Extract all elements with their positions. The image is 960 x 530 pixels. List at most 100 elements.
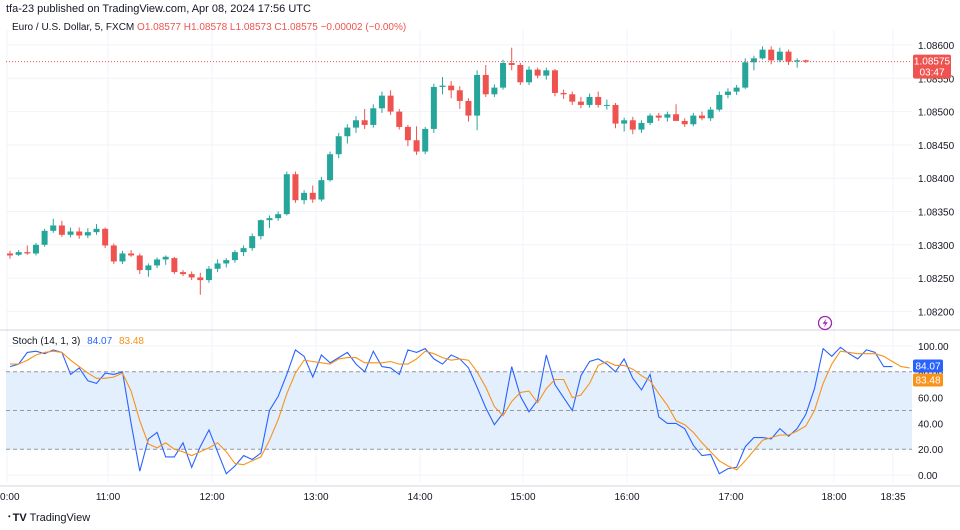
lightning-icon[interactable] [817, 315, 833, 331]
price-tick-label: 1.08550 [918, 74, 955, 85]
candle-body [275, 214, 282, 219]
price-tick-label: 1.08350 [918, 208, 955, 219]
price-tick-label: 1.08450 [918, 141, 955, 152]
candle-body [15, 252, 22, 255]
stoch-tick-label: 40.00 [918, 419, 943, 430]
candle-body [171, 258, 178, 273]
candle-body [162, 256, 169, 260]
stoch-d-tag [913, 373, 943, 387]
candle-body [707, 109, 714, 119]
candle-body [595, 96, 602, 105]
lightning-icon-bolt [822, 318, 828, 328]
candle-body [655, 115, 662, 118]
time-tick-label: 17:00 [718, 492, 743, 503]
price-tick-label: 1.08600 [918, 41, 955, 52]
candle-body [586, 96, 593, 105]
time-tick-label: 14:00 [407, 492, 432, 503]
countdown-value: 03:47 [919, 68, 944, 79]
stoch-legend: Stoch (14, 1, 3) 84.07 83.48 [12, 336, 144, 347]
close-value: C1.08575 [274, 22, 318, 33]
candle-body [353, 120, 359, 128]
candle-body [724, 91, 731, 95]
candle-body [638, 122, 645, 130]
candle-body [24, 252, 31, 254]
candle-body [534, 69, 541, 76]
time-tick-label: 10:00 [0, 492, 20, 503]
candle-body [543, 70, 550, 76]
candle-body [188, 274, 195, 278]
candle-body [266, 218, 273, 221]
candle-body [145, 265, 152, 271]
stoch-tick-label: 100.00 [918, 342, 949, 353]
stoch-d-line [10, 350, 910, 471]
price-tick-label: 1.08500 [918, 108, 955, 119]
candle-body [491, 87, 498, 95]
stoch-d-tag-value: 83.48 [915, 376, 940, 387]
tradingview-logo-icon: ᛫TV [6, 512, 27, 524]
candle-body [448, 85, 455, 91]
candle-body [136, 255, 143, 271]
candle-body [629, 120, 636, 130]
candle-body [776, 51, 783, 61]
candle-body [699, 115, 705, 119]
price-axis[interactable]: 1.08600 1.08550 1.08500 1.08450 1.08400 1.083… [918, 41, 955, 318]
candle-body [283, 174, 290, 215]
candle-body [128, 253, 135, 256]
publisher-line: tfa-23 published on TradingView.com, Apr… [6, 3, 311, 15]
candle-body [110, 245, 117, 262]
time-tick-label: 12:00 [199, 492, 224, 503]
time-tick-label: 16:00 [614, 492, 639, 503]
candlestick-series [7, 46, 809, 295]
candle-body [768, 49, 775, 61]
candle-body [560, 92, 567, 95]
candle-body [67, 231, 74, 235]
candle-body [430, 86, 437, 129]
price-tick-label: 1.08400 [918, 174, 955, 185]
candle-body [58, 225, 65, 235]
candle-body [422, 128, 429, 152]
candle-body [647, 115, 654, 123]
symbol-name[interactable]: Euro / U.S. Dollar, 5, FXCM [12, 22, 135, 33]
candle-body [361, 120, 368, 125]
time-tick-label: 15:00 [510, 492, 535, 503]
candle-body [612, 104, 619, 124]
candle-body [84, 232, 91, 236]
candle-body [327, 154, 334, 181]
stoch-name[interactable]: Stoch (14, 1, 3) [12, 336, 81, 347]
candle-body [482, 74, 489, 95]
high-value: H1.08578 [183, 22, 228, 33]
candle-body [231, 252, 238, 261]
candle-body [318, 180, 325, 200]
candle-body [214, 263, 221, 269]
candle-body [249, 236, 256, 249]
candle-body [370, 108, 377, 125]
stoch-tick-label: 0.00 [918, 471, 938, 482]
candle-body [569, 94, 576, 102]
price-tick-label: 1.08300 [918, 241, 955, 252]
time-tick-label: 18:00 [821, 492, 846, 503]
open-value: O1.08577 [137, 22, 181, 33]
candle-body [577, 101, 584, 105]
candle-body [551, 70, 558, 93]
candle-body [154, 259, 161, 266]
low-value: L1.08573 [229, 22, 272, 33]
stoch-k-value: 84.07 [87, 336, 113, 347]
stoch-overbought-oversold-band [6, 371, 912, 450]
candle-body [292, 174, 299, 201]
last-price-tag [913, 54, 951, 79]
tradingview-brand[interactable]: ᛫TV TradingView [6, 512, 90, 524]
candle-body [750, 58, 757, 63]
candle-body [526, 69, 532, 83]
candle-body [413, 140, 420, 152]
time-axis[interactable]: 10:00 11:00 12:00 13:00 14:00 15:00 16:00 17:00… [0, 492, 906, 503]
candle-body [681, 120, 688, 125]
candle-body [223, 260, 230, 264]
stoch-axis[interactable]: 100.00 80.00 60.00 40.00 20.00 0.00 84.07 83.48 [913, 342, 949, 482]
candle-body [664, 114, 671, 118]
candle-body [759, 49, 766, 59]
candle-body [344, 127, 351, 137]
candle-body [500, 62, 507, 88]
candle-body [205, 268, 212, 281]
time-tick-label: 13:00 [303, 492, 328, 503]
